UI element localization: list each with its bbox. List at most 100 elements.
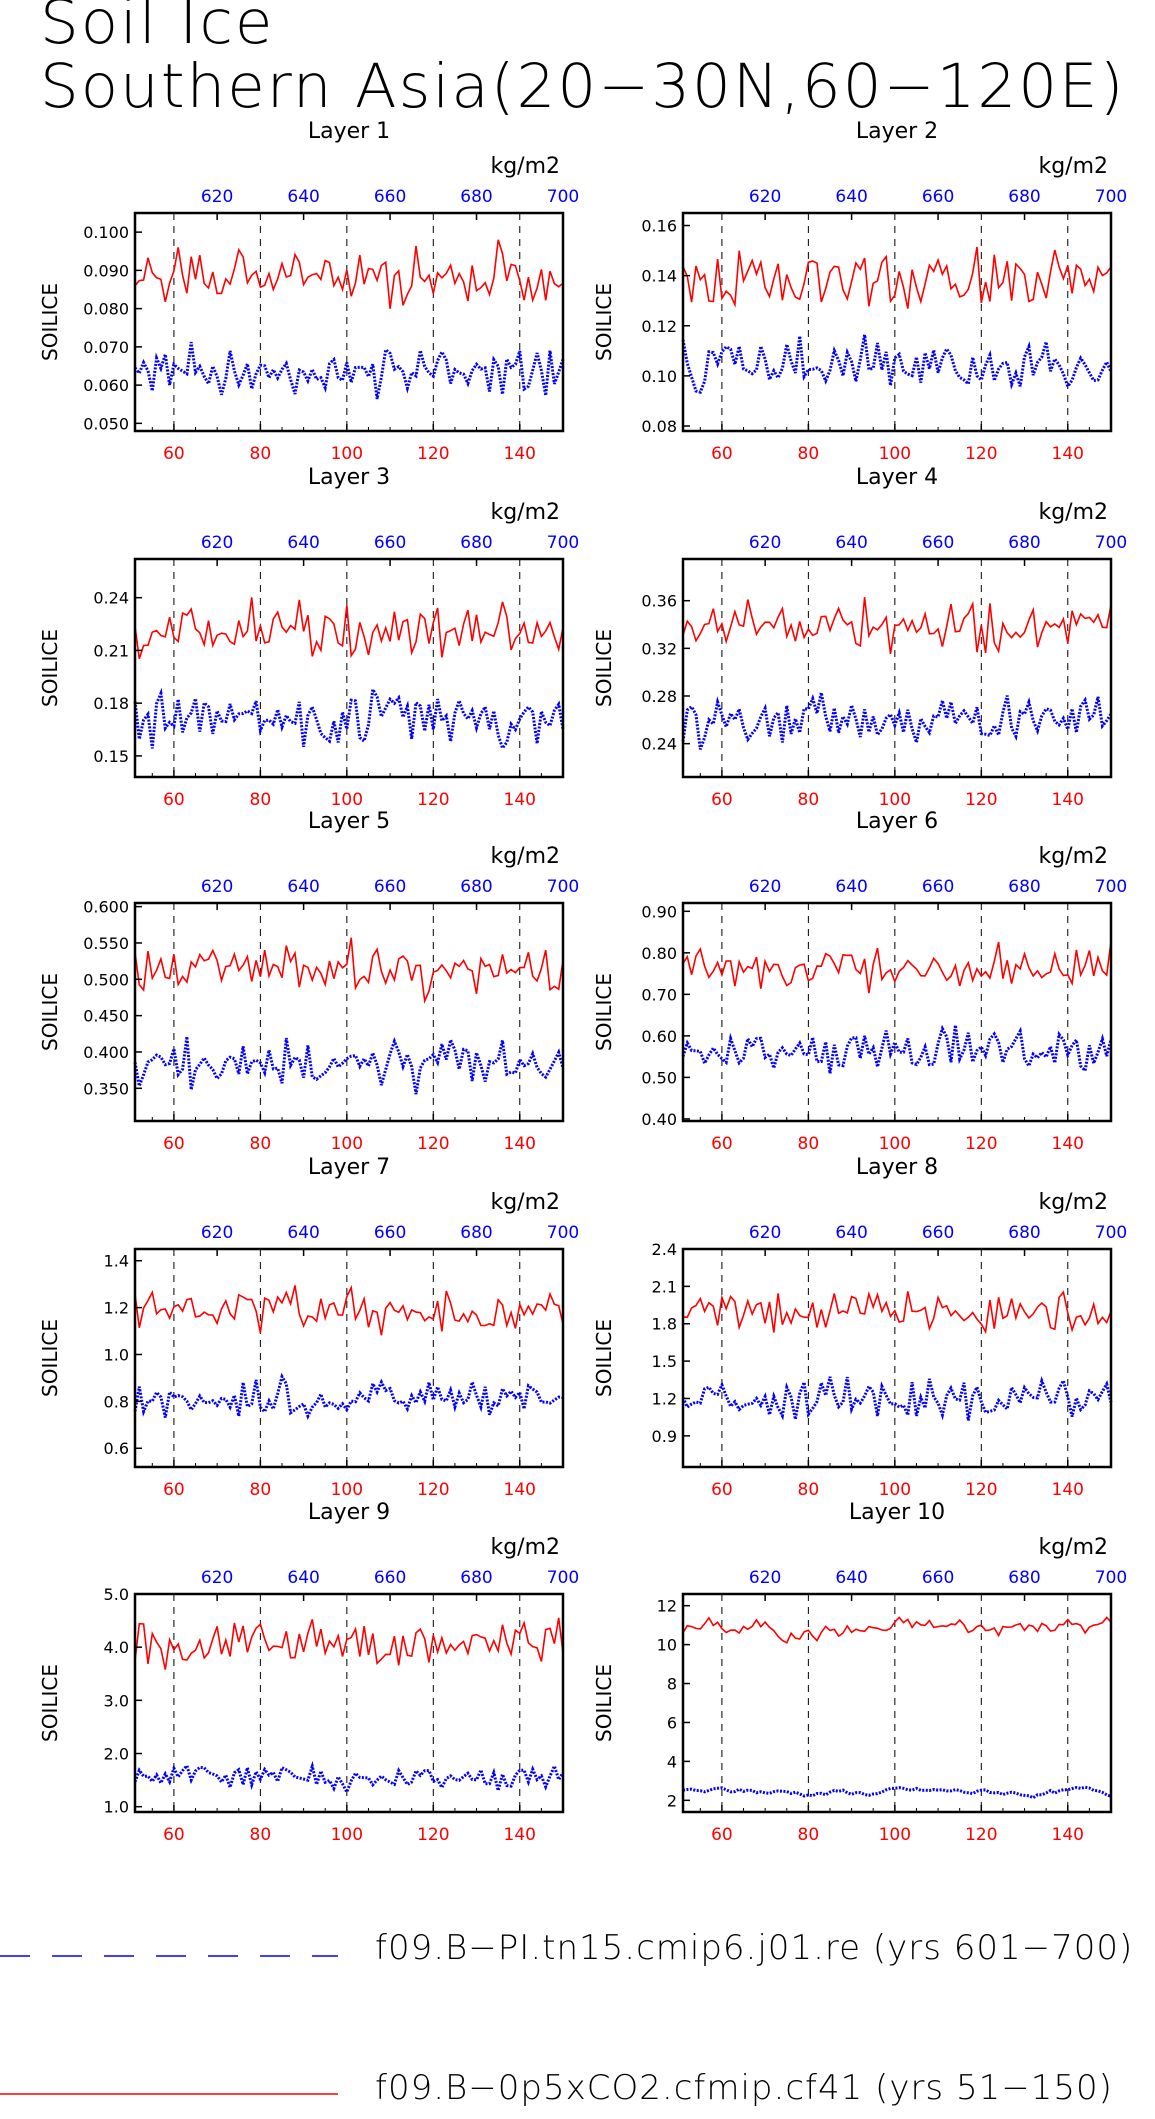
x-top-tick-label: 660 bbox=[374, 1223, 406, 1243]
y-tick-label: 3.0 bbox=[104, 1691, 129, 1710]
x-tick-label: 60 bbox=[711, 1825, 733, 1845]
x-top-tick-label: 700 bbox=[547, 187, 579, 207]
x-top-tick-label: 640 bbox=[287, 533, 319, 553]
y-axis-label: SOILICE bbox=[38, 973, 62, 1051]
x-tick-label: 100 bbox=[879, 444, 911, 464]
x-tick-label: 140 bbox=[1052, 1134, 1084, 1154]
x-tick-label: 100 bbox=[331, 444, 363, 464]
series-blue-line bbox=[133, 1760, 565, 1796]
x-top-tick-label: 680 bbox=[1008, 1568, 1040, 1588]
y-axis-label: SOILICE bbox=[592, 629, 616, 707]
series-red-line bbox=[134, 239, 564, 309]
y-tick-label: 0.400 bbox=[83, 1043, 129, 1062]
y-tick-label: 1.5 bbox=[652, 1352, 677, 1371]
x-tick-label: 80 bbox=[250, 790, 272, 810]
y-tick-label: 0.50 bbox=[641, 1068, 677, 1087]
top-axis-units: kg/m2 bbox=[1038, 844, 1108, 869]
x-tick-label: 80 bbox=[798, 1825, 820, 1845]
x-top-tick-label: 620 bbox=[201, 877, 233, 897]
y-tick-label: 0.60 bbox=[641, 1027, 677, 1046]
series-blue-line bbox=[133, 684, 565, 752]
plot-frame bbox=[133, 557, 565, 779]
chart-layer-7: Layer 7 kg/m2 60 80 100 120 140 620 640 660 680 700… bbox=[38, 1155, 579, 1500]
chart-layer-6: Layer 6 kg/m2 60 80 100 120 140 620 640 660 680 700… bbox=[592, 809, 1127, 1154]
series-blue-line bbox=[133, 1372, 564, 1420]
x-top-tick-label: 700 bbox=[1095, 877, 1127, 897]
y-tick-label: 1.2 bbox=[652, 1389, 677, 1408]
y-tick-label: 0.08 bbox=[641, 417, 677, 436]
y-tick-label: 0.100 bbox=[83, 223, 129, 242]
y-tick-label: 0.080 bbox=[83, 300, 129, 319]
chart-layer-3: Layer 3 kg/m2 60 80 100 120 140 620 640 660 680 700… bbox=[38, 465, 579, 810]
chart-title: Layer 6 bbox=[856, 809, 938, 834]
x-tick-label: 60 bbox=[163, 790, 185, 810]
series-blue-line bbox=[682, 1785, 1112, 1800]
x-top-tick-label: 620 bbox=[749, 877, 781, 897]
top-axis-units: kg/m2 bbox=[1038, 154, 1108, 179]
top-axis-units: kg/m2 bbox=[490, 154, 560, 179]
x-tick-label: 120 bbox=[417, 1134, 449, 1154]
series-red-line bbox=[682, 1616, 1112, 1644]
y-tick-label: 0.70 bbox=[641, 985, 677, 1004]
x-tick-label: 140 bbox=[1052, 1480, 1084, 1500]
x-tick-label: 120 bbox=[417, 1825, 449, 1845]
x-top-tick-label: 700 bbox=[547, 877, 579, 897]
x-tick-label: 140 bbox=[1052, 444, 1084, 464]
x-top-tick-label: 640 bbox=[835, 1568, 867, 1588]
x-tick-label: 120 bbox=[965, 790, 997, 810]
chart-title: Layer 8 bbox=[856, 1155, 938, 1180]
y-tick-label: 0.14 bbox=[641, 267, 677, 286]
x-top-tick-label: 660 bbox=[374, 187, 406, 207]
x-tick-label: 60 bbox=[163, 1134, 185, 1154]
x-top-tick-label: 640 bbox=[835, 877, 867, 897]
y-tick-label: 0.070 bbox=[83, 338, 129, 357]
chart-layer-10: Layer 10 kg/m2 60 80 100 120 140 620 640 660 680 70… bbox=[592, 1500, 1127, 1845]
y-tick-label: 0.500 bbox=[83, 970, 129, 989]
plot-frame bbox=[133, 211, 565, 433]
x-tick-label: 120 bbox=[965, 1134, 997, 1154]
x-tick-label: 140 bbox=[504, 1134, 536, 1154]
y-tick-label: 0.24 bbox=[641, 735, 677, 754]
x-tick-label: 140 bbox=[1052, 1825, 1084, 1845]
plot-frame bbox=[681, 1247, 1113, 1469]
legend-label-red: f09.B−0p5xCO2.cfmip.cf41 (yrs 51−150) bbox=[375, 2068, 1113, 2108]
x-tick-label: 140 bbox=[1052, 790, 1084, 810]
x-top-tick-label: 700 bbox=[1095, 187, 1127, 207]
x-top-tick-label: 620 bbox=[201, 1223, 233, 1243]
series-blue-line bbox=[681, 334, 1113, 395]
x-top-tick-label: 680 bbox=[1008, 877, 1040, 897]
y-tick-label: 0.16 bbox=[641, 217, 677, 236]
x-top-tick-label: 700 bbox=[1095, 533, 1127, 553]
x-tick-label: 100 bbox=[331, 1825, 363, 1845]
x-top-tick-label: 700 bbox=[547, 533, 579, 553]
x-tick-label: 100 bbox=[331, 790, 363, 810]
y-tick-label: 0.80 bbox=[641, 944, 677, 963]
chart-title: Layer 3 bbox=[308, 465, 390, 490]
x-top-tick-label: 680 bbox=[1008, 1223, 1040, 1243]
x-tick-label: 120 bbox=[417, 444, 449, 464]
y-axis-label: SOILICE bbox=[592, 1319, 616, 1397]
y-tick-label: 0.28 bbox=[641, 687, 677, 706]
series-blue-line bbox=[133, 341, 565, 400]
series-red-line bbox=[134, 937, 564, 1005]
y-tick-label: 0.10 bbox=[641, 367, 677, 386]
top-axis-units: kg/m2 bbox=[490, 500, 560, 525]
x-tick-label: 120 bbox=[965, 444, 997, 464]
x-tick-label: 100 bbox=[331, 1134, 363, 1154]
top-axis-units: kg/m2 bbox=[1038, 500, 1108, 525]
figure-title-line2: Southern Asia(20−30N,60−120E) bbox=[40, 51, 1126, 122]
y-axis-label: SOILICE bbox=[38, 1664, 62, 1742]
top-axis-units: kg/m2 bbox=[490, 1535, 560, 1560]
x-top-tick-label: 640 bbox=[835, 533, 867, 553]
top-axis-units: kg/m2 bbox=[1038, 1535, 1108, 1560]
x-top-tick-label: 620 bbox=[749, 187, 781, 207]
x-top-tick-label: 660 bbox=[922, 533, 954, 553]
y-tick-label: 1.2 bbox=[104, 1299, 129, 1318]
y-tick-label: 0.90 bbox=[641, 902, 677, 921]
y-tick-label: 0.12 bbox=[641, 317, 677, 336]
x-top-tick-label: 660 bbox=[374, 533, 406, 553]
top-axis-units: kg/m2 bbox=[1038, 1190, 1108, 1215]
chart-layer-2: Layer 2 kg/m2 60 80 100 120 140 620 640 660 680 700… bbox=[592, 119, 1127, 464]
x-tick-label: 80 bbox=[250, 1825, 272, 1845]
plot-frame bbox=[681, 901, 1113, 1123]
